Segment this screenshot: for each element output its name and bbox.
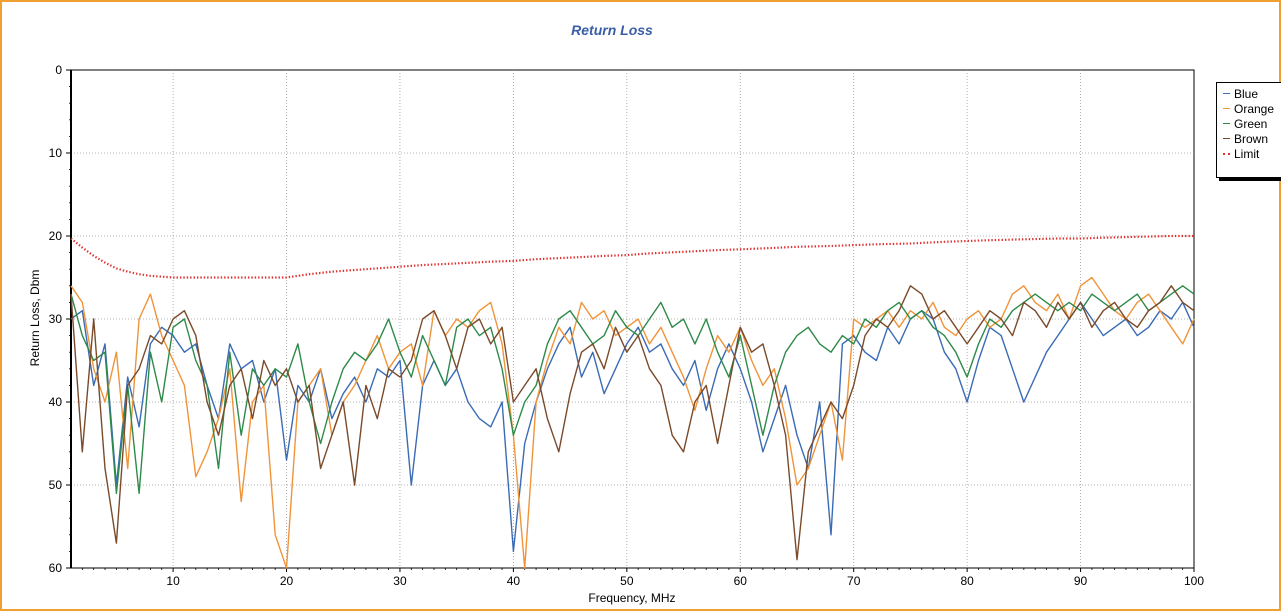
x-tick-label: 10 <box>166 574 180 588</box>
x-tick-label: 90 <box>1074 574 1088 588</box>
legend-swatch-limit <box>1223 152 1230 155</box>
x-tick-label: 50 <box>620 574 634 588</box>
legend: Blue Orange Green Brown Limit <box>1216 82 1281 178</box>
legend-label-brown: Brown <box>1234 131 1269 146</box>
series-line-green <box>70 285 1195 494</box>
legend-item-orange: Orange <box>1217 101 1281 116</box>
x-tick-label: 80 <box>960 574 974 588</box>
y-tick-label: 40 <box>49 395 63 409</box>
legend-label-green: Green <box>1234 116 1268 131</box>
legend-swatch-brown <box>1223 138 1230 139</box>
x-tick-label: 70 <box>847 574 861 588</box>
x-tick-label: 20 <box>280 574 294 588</box>
series-line-orange <box>70 276 1195 569</box>
legend-item-brown: Brown <box>1217 131 1281 146</box>
x-tick-label: 40 <box>507 574 521 588</box>
x-tick-label: 60 <box>734 574 748 588</box>
legend-swatch-blue <box>1223 93 1230 94</box>
legend-label-limit: Limit <box>1234 146 1260 161</box>
legend-swatch-orange <box>1223 108 1230 109</box>
y-tick-label: 30 <box>49 312 63 326</box>
legend-item-green: Green <box>1217 116 1281 131</box>
y-tick-label: 0 <box>55 63 62 77</box>
legend-label-orange: Orange <box>1234 101 1275 116</box>
series-line-limit <box>70 234 1194 279</box>
series-line-brown <box>70 285 1195 561</box>
x-tick-label: 100 <box>1184 574 1204 588</box>
y-tick-label: 20 <box>49 229 63 243</box>
y-tick-label: 10 <box>49 146 63 160</box>
legend-label-blue: Blue <box>1234 86 1259 101</box>
series-line-blue <box>70 301 1195 553</box>
chart-title: Return Loss <box>571 22 653 38</box>
y-axis-title: Return Loss, Dbm <box>28 270 42 367</box>
x-tick-label: 30 <box>393 574 407 588</box>
series-lines <box>70 234 1195 569</box>
legend-item-limit: Limit <box>1217 146 1281 161</box>
legend-item-blue: Blue <box>1217 86 1281 101</box>
x-axis-title: Frequency, MHz <box>588 591 675 605</box>
y-tick-label: 50 <box>49 478 63 492</box>
y-tick-label: 60 <box>49 561 63 575</box>
legend-swatch-green <box>1223 123 1230 124</box>
